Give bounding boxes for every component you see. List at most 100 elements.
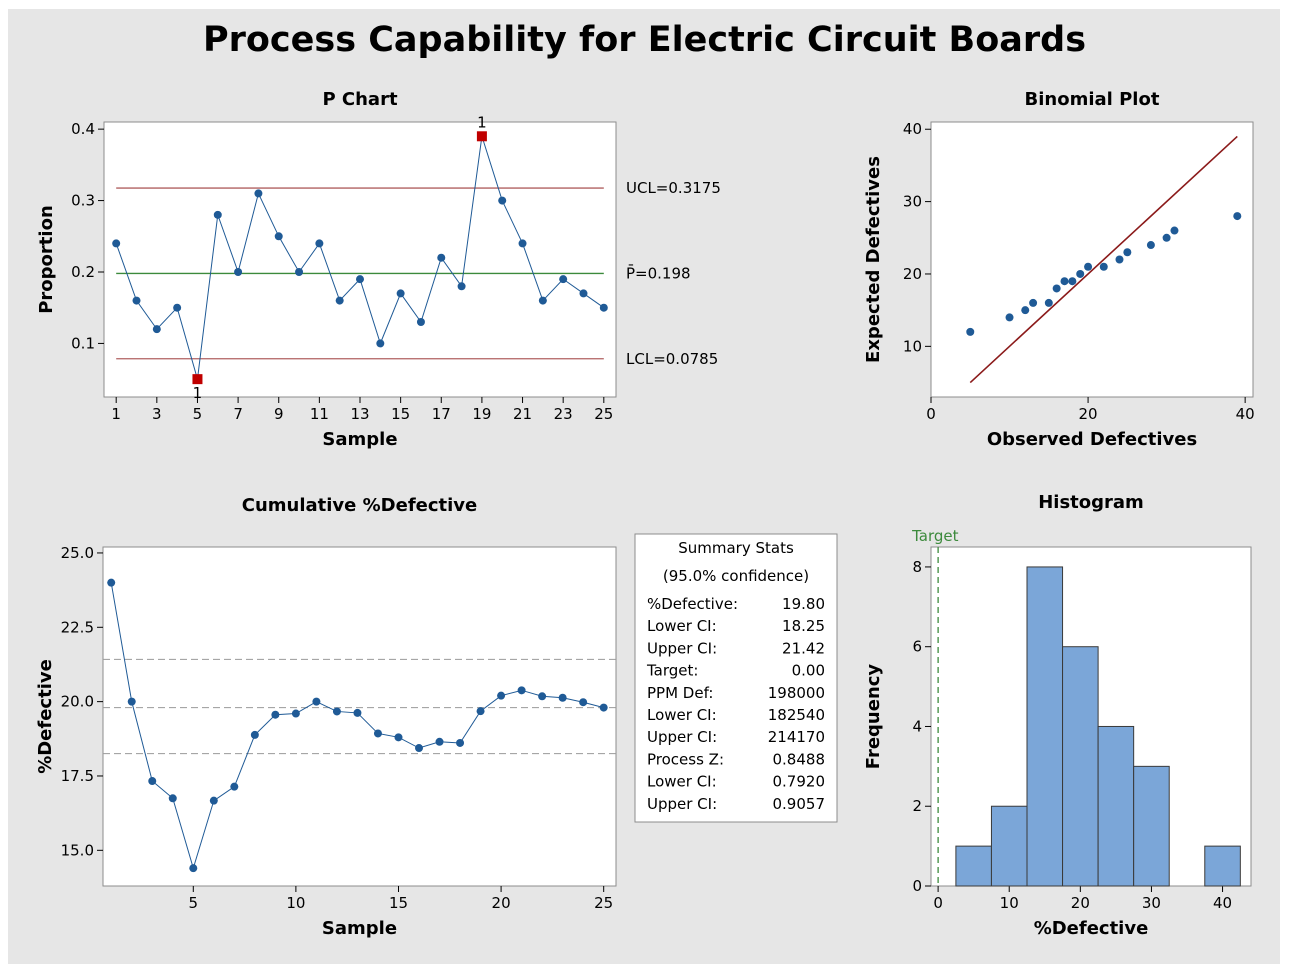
p-chart-point bbox=[518, 239, 527, 248]
histogram-x-tick-label: 30 bbox=[1142, 894, 1161, 912]
cumulative-point bbox=[517, 686, 526, 695]
p-chart-point bbox=[599, 303, 608, 312]
p-chart-point bbox=[173, 303, 182, 312]
histogram-bar bbox=[1097, 725, 1135, 887]
cumulative-point bbox=[189, 864, 198, 873]
binomial-plot-y-tick-label: 10 bbox=[903, 337, 922, 355]
binomial-plot-x-axis-label: Observed Defectives bbox=[987, 429, 1197, 450]
binomial-plot-point bbox=[1021, 306, 1030, 315]
binomial-plot-reference-line bbox=[969, 135, 1238, 384]
cumulative-x-tick-label: 5 bbox=[189, 894, 199, 912]
p-chart-point bbox=[335, 296, 344, 305]
summary-row-label: Lower CI: bbox=[647, 706, 717, 724]
summary-row-value: 0.8488 bbox=[773, 750, 826, 768]
p-chart-y-tick-label: 0.3 bbox=[71, 192, 95, 210]
p-chart-point bbox=[376, 339, 385, 348]
cumulative-point bbox=[148, 777, 157, 786]
binomial-plot-y-tick-label: 40 bbox=[903, 120, 922, 138]
p-chart-x-tick-label: 11 bbox=[310, 405, 329, 423]
p-chart-point bbox=[295, 268, 304, 276]
cumulative-y-tick-label: 25.0 bbox=[61, 544, 94, 562]
binomial-plot-plot-area bbox=[930, 121, 1254, 398]
cumulative-point bbox=[127, 697, 136, 706]
summary-title: Summary Stats bbox=[678, 539, 794, 557]
cumulative-x-tick-label: 20 bbox=[492, 894, 511, 912]
p-chart-x-tick-label: 25 bbox=[594, 405, 613, 423]
binomial-plot-point bbox=[1162, 233, 1171, 242]
summary-row-value: 198000 bbox=[768, 684, 825, 702]
binomial-plot-point bbox=[1005, 313, 1014, 322]
p-chart-y-tick-label: 0.1 bbox=[71, 334, 95, 352]
cumulative-point bbox=[476, 707, 485, 716]
cumulative-point bbox=[250, 730, 259, 739]
p-chart-point bbox=[538, 296, 547, 305]
binomial-plot-point bbox=[1123, 248, 1132, 257]
summary-row-label: Upper CI: bbox=[647, 728, 717, 746]
p-chart-point bbox=[132, 296, 141, 305]
histogram-bar bbox=[1026, 566, 1064, 887]
p-chart-center-label: P̄=0.198 bbox=[626, 264, 691, 283]
cumulative-point bbox=[353, 708, 362, 717]
binomial-plot-point bbox=[1170, 226, 1179, 235]
histogram-x-tick-label: 20 bbox=[1071, 894, 1090, 912]
summary-row-label: Lower CI: bbox=[647, 617, 717, 635]
figure-title: Process Capability for Electric Circuit … bbox=[202, 20, 1087, 60]
cumulative-y-tick-label: 22.5 bbox=[61, 618, 94, 636]
cumulative-point bbox=[291, 709, 300, 718]
p-chart-x-tick-label: 15 bbox=[391, 405, 410, 423]
p-chart-point bbox=[234, 268, 243, 276]
binomial-plot-point bbox=[1052, 284, 1061, 293]
binomial-plot-point bbox=[1233, 212, 1242, 221]
binomial-plot-x-tick-label: 20 bbox=[1079, 405, 1098, 423]
summary-row-value: 0.9057 bbox=[773, 795, 826, 813]
cumulative-point bbox=[599, 703, 608, 712]
binomial-plot-x-tick-label: 40 bbox=[1236, 405, 1255, 423]
cumulative-y-axis-label: %Defective bbox=[35, 659, 56, 774]
cumulative-point bbox=[579, 698, 588, 707]
p-chart-y-axis-label: Proportion bbox=[36, 205, 57, 314]
summary-stats-box bbox=[634, 533, 838, 823]
summary-row-value: 0.00 bbox=[792, 662, 825, 680]
binomial-plot-point bbox=[1146, 241, 1155, 250]
cumulative-point bbox=[271, 710, 280, 719]
cumulative-y-tick-label: 20.0 bbox=[61, 693, 94, 711]
summary-row-label: Upper CI: bbox=[647, 639, 717, 657]
binomial-plot-y-axis-label: Expected Defectives bbox=[863, 156, 884, 363]
p-chart-flag-label: 1 bbox=[477, 113, 487, 131]
binomial-plot-point bbox=[1076, 269, 1085, 278]
cumulative-point bbox=[497, 691, 506, 700]
p-chart-x-tick-label: 3 bbox=[152, 405, 162, 423]
p-chart-point bbox=[437, 253, 446, 262]
summary-row-label: PPM Def: bbox=[647, 684, 713, 702]
cumulative-point bbox=[230, 782, 239, 791]
p-chart-x-tick-label: 5 bbox=[193, 405, 203, 423]
binomial-plot-y-tick-label: 20 bbox=[903, 265, 922, 283]
histogram-bar bbox=[955, 845, 992, 887]
cumulative-y-tick-label: 15.0 bbox=[61, 841, 94, 859]
cumulative-x-tick-label: 15 bbox=[389, 894, 408, 912]
p-chart-point bbox=[315, 239, 324, 248]
cumulative-point bbox=[373, 729, 382, 738]
cumulative-x-axis-label: Sample bbox=[322, 918, 397, 939]
binomial-plot-point bbox=[1115, 255, 1124, 264]
cumulative-point bbox=[415, 744, 424, 753]
p-chart-ucl-label: UCL=0.3175 bbox=[626, 179, 721, 197]
p-chart-x-tick-label: 1 bbox=[111, 405, 121, 423]
summary-row-label: Target: bbox=[646, 662, 698, 680]
cumulative-point bbox=[558, 693, 567, 702]
p-chart-x-axis-label: Sample bbox=[322, 429, 397, 450]
p-chart-y-tick-label: 0.4 bbox=[71, 120, 95, 138]
binomial-plot-point bbox=[1044, 298, 1053, 307]
cumulative-point bbox=[435, 737, 444, 746]
histogram-bar bbox=[1062, 646, 1099, 887]
summary-row-value: 214170 bbox=[768, 728, 825, 746]
p-chart-point bbox=[396, 289, 405, 298]
p-chart-point bbox=[498, 196, 507, 205]
cumulative-title: Cumulative %Defective bbox=[242, 495, 478, 516]
summary-row-value: 18.25 bbox=[782, 617, 825, 635]
binomial-plot-title: Binomial Plot bbox=[1025, 89, 1160, 110]
binomial-plot-point bbox=[1068, 277, 1077, 286]
histogram-bar bbox=[1204, 845, 1241, 887]
p-chart-point bbox=[457, 282, 466, 291]
